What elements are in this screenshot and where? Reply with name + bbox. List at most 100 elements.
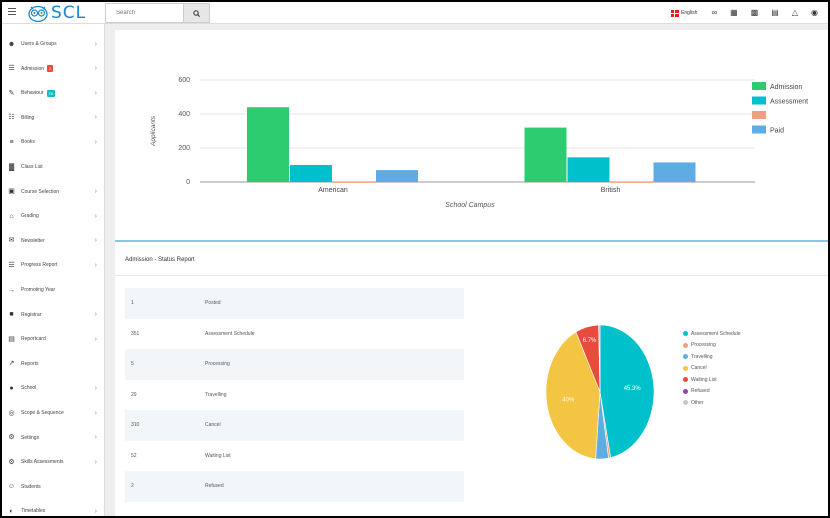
sidebar-item-registrar[interactable]: ■ Registrar › <box>2 303 105 327</box>
user-icon[interactable]: ◉ <box>811 8 818 17</box>
sidebar-item-label: Settings <box>21 434 40 441</box>
legend-label: Admission <box>770 84 802 91</box>
y-tick-label: 400 <box>178 111 190 118</box>
sidebar-item-timetables[interactable]: ◐ Timetables › <box>2 499 105 516</box>
legend-item[interactable]: Waiting List <box>683 374 740 386</box>
books-icon: ≡ <box>9 138 14 146</box>
sidebar-item-label: Behaviour <box>21 90 44 97</box>
sidebar-item-reportcard[interactable]: ▤ Reportcard › <box>2 327 105 351</box>
bar-admission-british <box>524 127 567 182</box>
legend-item[interactable]: Other <box>683 397 740 409</box>
sidebar-item-label: Books <box>21 139 35 146</box>
sidebar-item-settings[interactable]: ⚙ Settings › <box>2 426 105 450</box>
y-tick-label: 200 <box>178 145 190 152</box>
legend-swatch <box>752 82 766 90</box>
count-badge: 76 <box>46 89 55 97</box>
x-tick-label: American <box>318 187 348 194</box>
search-input[interactable] <box>106 4 183 22</box>
logo-text: SCL <box>51 3 87 23</box>
chevron-right-icon: › <box>94 311 97 319</box>
sidebar-item-scope-sequence[interactable]: ◎ Scope & Sequence › <box>2 401 105 425</box>
pie-slice-label: 40% <box>562 398 575 404</box>
sidebar-item-label: School <box>21 385 37 392</box>
sidebar-item-books[interactable]: ≡ Books › <box>2 130 105 154</box>
sidebar-item-promoting-year[interactable]: → Promoting Year <box>2 278 105 302</box>
status-count: 5 <box>131 361 134 368</box>
status-count: 1 <box>131 300 134 307</box>
top-right-controls: English ∞ ▦ ▩ ▤ △ ◉ <box>671 2 828 24</box>
reports-icon: ↗ <box>8 360 15 368</box>
sidebar-item-newsletter[interactable]: ✉ Newsletter › <box>2 229 105 253</box>
menu-toggle-icon[interactable] <box>8 8 16 17</box>
legend-swatch <box>752 111 766 119</box>
bell-icon[interactable]: △ <box>791 8 799 17</box>
status-name: Assessment Schedule <box>205 330 255 337</box>
sidebar-item-grading[interactable]: ⌂ Grading › <box>2 204 105 228</box>
logo[interactable]: SCL <box>27 3 86 23</box>
chevron-right-icon: › <box>94 507 97 515</box>
sidebar-item-students[interactable]: ☺ Students <box>2 475 105 499</box>
school-icon: ● <box>9 384 14 392</box>
sidebar-item-behaviour[interactable]: ✎ Behaviour 76 › <box>2 81 105 105</box>
chevron-right-icon: › <box>94 65 97 73</box>
calendar-icon[interactable]: ▦ <box>730 8 738 17</box>
chevron-right-icon: › <box>94 458 97 466</box>
report-title: Admission - Status Report <box>115 242 828 276</box>
table-row: 351 Assessment Schedule <box>125 319 464 350</box>
search-box <box>105 3 210 23</box>
chevron-right-icon: › <box>94 212 97 220</box>
grading-icon: ⌂ <box>9 212 14 220</box>
legend-item[interactable]: Assessment Schedule <box>683 328 740 340</box>
pie-slice-label: 6.7% <box>583 338 597 344</box>
legend-item[interactable]: Travelling <box>683 351 740 363</box>
admission-icon: ☰ <box>8 65 15 73</box>
chevron-right-icon: › <box>94 188 97 196</box>
scope-sequence-icon: ◎ <box>8 409 15 417</box>
sidebar-item-billing[interactable]: ☷ Billing › <box>2 106 105 130</box>
english-flag-icon[interactable] <box>671 9 680 17</box>
sidebar: ☻ Users & Groups › ☰ Admission 2 › ✎ Behaviour 76… <box>2 24 105 516</box>
sidebar-item-label: Students <box>21 483 41 490</box>
students-icon: ☺ <box>7 483 16 491</box>
bar-assessment-british <box>567 157 610 182</box>
link-icon[interactable]: ∞ <box>711 8 718 17</box>
bar-paid-british <box>653 162 696 182</box>
sidebar-item-skills-assessments[interactable]: ⚙ Skills Assessments › <box>2 450 105 474</box>
sidebar-item-progress-report[interactable]: ☰ Progress Report › <box>2 253 105 277</box>
status-name: Waiting List <box>205 452 231 459</box>
sidebar-item-class-list[interactable]: ▓ Class List <box>2 155 105 179</box>
sidebar-item-reports[interactable]: ↗ Reports <box>2 352 105 376</box>
legend-label: Cancel <box>691 365 707 372</box>
sidebar-item-admission[interactable]: ☰ Admission 2 › <box>2 57 105 81</box>
legend-swatch <box>752 96 766 105</box>
x-tick-label: British <box>601 187 621 194</box>
table-row: 5 Processing <box>125 349 464 380</box>
chat-icon[interactable]: ▩ <box>750 8 759 17</box>
sidebar-item-school[interactable]: ● School › <box>2 376 105 400</box>
table-row: 1 Posted <box>125 288 464 319</box>
y-tick-label: 600 <box>178 77 190 84</box>
applicants-bar-chart: 0 200 400 600 Applicants American British Schoo… <box>150 77 808 209</box>
status-name: Posted <box>205 300 221 307</box>
language-selector[interactable]: English <box>681 10 698 16</box>
legend-item[interactable]: Processing <box>683 340 740 352</box>
legend-swatch <box>752 125 766 134</box>
table-row: 2 Refused <box>125 471 464 502</box>
count-badge: 2 <box>47 65 54 73</box>
legend-dot-icon <box>683 354 688 360</box>
sidebar-item-label: Progress Report <box>21 262 58 269</box>
pie-slice-label: 45.3% <box>624 386 642 392</box>
sidebar-item-users[interactable]: ☻ Users & Groups › <box>2 32 105 56</box>
search-button[interactable] <box>183 4 209 22</box>
legend-dot-icon <box>683 365 688 371</box>
status-table: 1 Posted 351 Assessment Schedule 5 Processing… <box>125 288 464 502</box>
legend-item[interactable]: Cancel <box>683 363 740 375</box>
sidebar-item-course-selection[interactable]: ▣ Course Selection › <box>2 180 105 204</box>
legend-item[interactable]: Refused <box>683 386 740 398</box>
sidebar-item-label: Users & Groups <box>21 41 57 47</box>
notes-icon[interactable]: ▤ <box>771 8 779 17</box>
main-content: 0 200 400 600 Applicants American British Schoo… <box>105 24 828 516</box>
course-selection-icon: ▣ <box>8 188 15 196</box>
users-icon: ☻ <box>7 40 16 48</box>
y-tick-label: 0 <box>186 179 190 186</box>
